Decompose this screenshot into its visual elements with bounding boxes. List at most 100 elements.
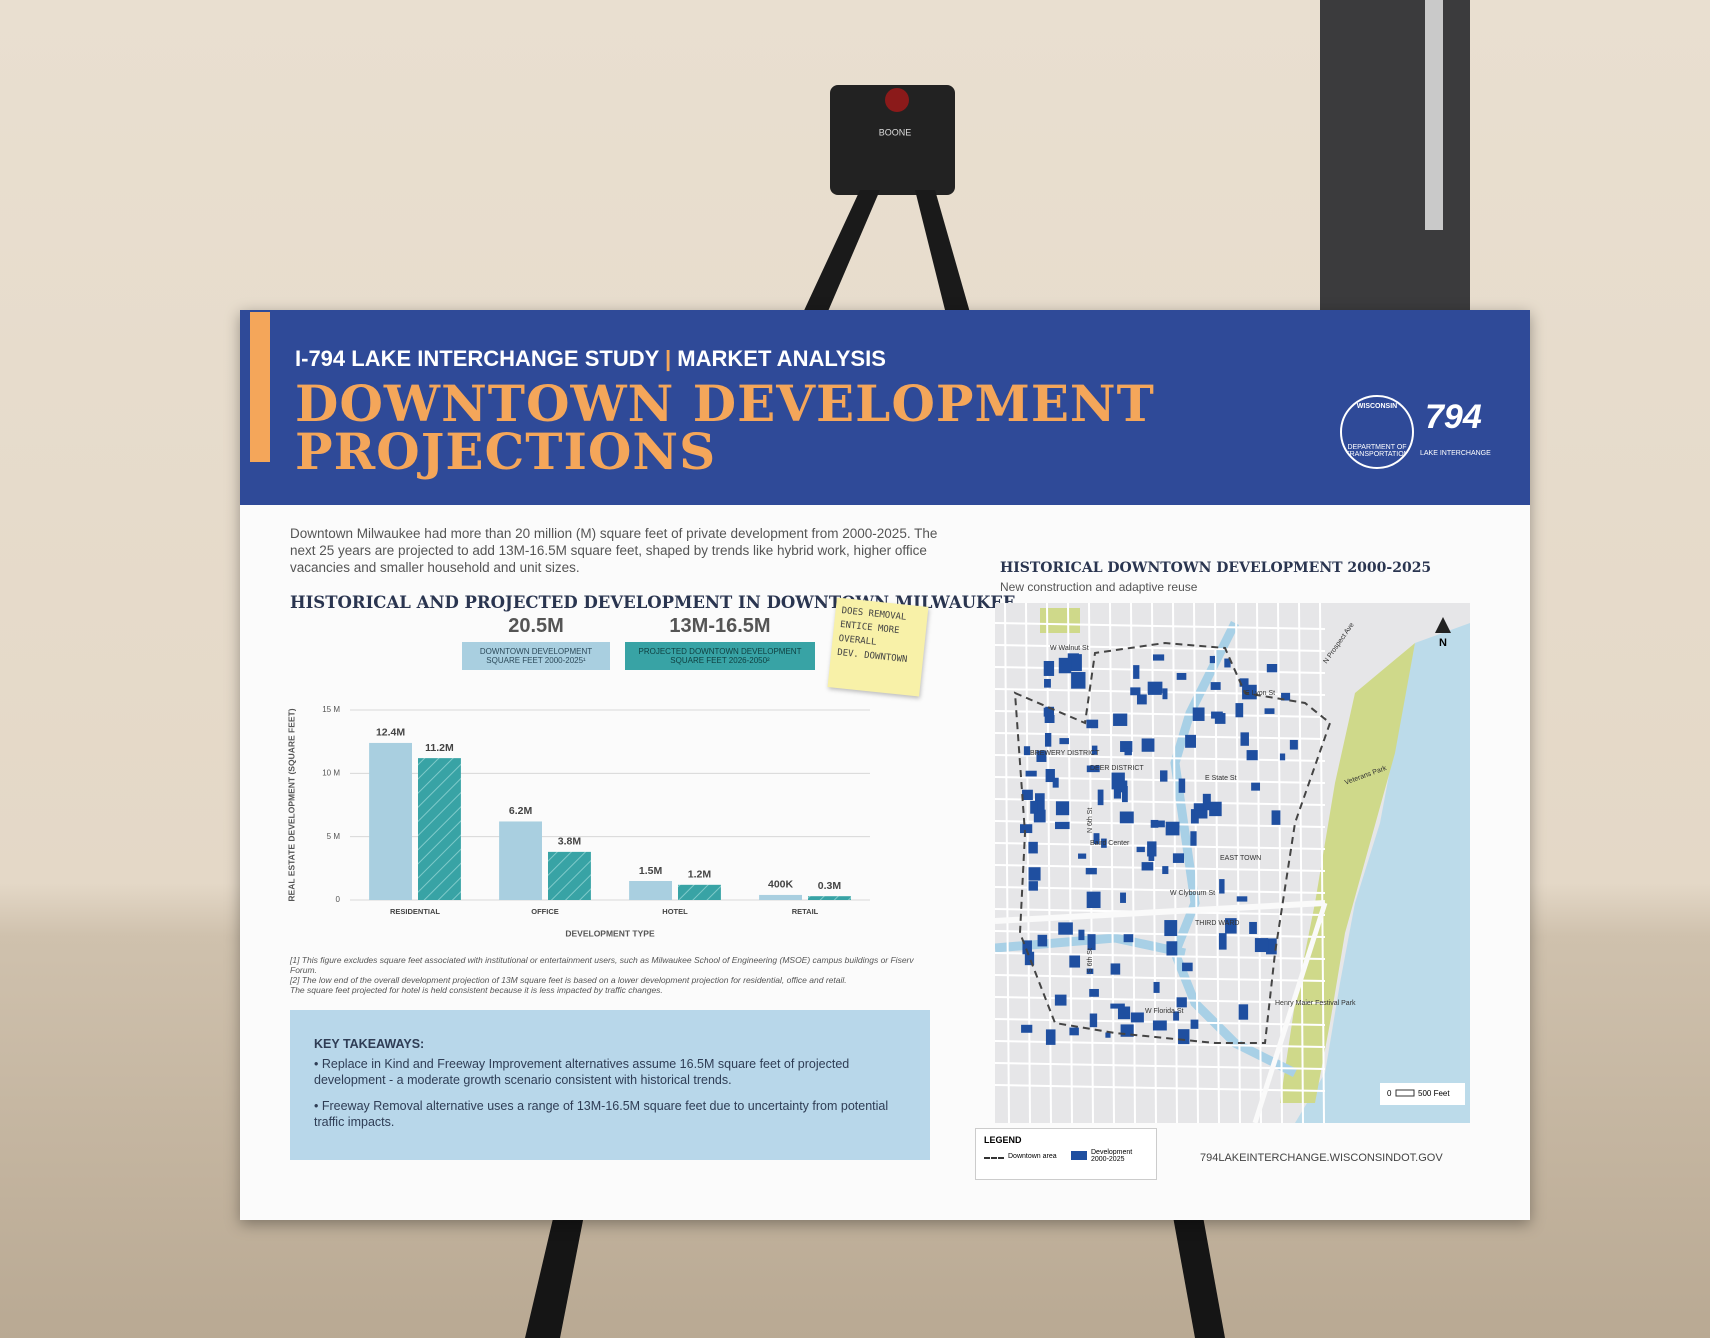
easel-leg (525, 1210, 585, 1338)
chart: 0 5 M 10 M 15 M REAL ESTATE DEVELOPMENT (SQU… (286, 705, 870, 938)
route-logo: 794 (1425, 398, 1482, 436)
development-block (1105, 1032, 1111, 1038)
y-tick-label: 10 M (322, 768, 340, 777)
development-block (1152, 1020, 1167, 1031)
poster: I-794 LAKE INTERCHANGE STUDY | MARKET AN… (240, 310, 1530, 1220)
development-block (1136, 846, 1145, 853)
development-block (1113, 713, 1128, 726)
legend-item: Downtown area (1008, 1153, 1057, 1160)
map-title: HISTORICAL DOWNTOWN DEVELOPMENT 2000-202… (1000, 560, 1432, 576)
development-block (1141, 738, 1155, 752)
door-handle (1425, 0, 1443, 230)
legend-item: Development 2000-2025 (1091, 1149, 1133, 1163)
title-line: PROJECTIONS (295, 422, 717, 481)
development-block (1045, 768, 1055, 783)
road (995, 622, 1326, 630)
development-block (1030, 800, 1038, 814)
development-block (1044, 678, 1051, 688)
logo-text: DEPARTMENT OF TRANSPORTATION (1345, 444, 1409, 458)
development-block (1093, 833, 1100, 845)
downtown-boundary (1013, 641, 1332, 1044)
door-handle-plate (1320, 0, 1470, 310)
development-block (1185, 734, 1196, 748)
freeway (995, 900, 1326, 924)
development-blocks (1020, 653, 1298, 1045)
development-block (1238, 1004, 1249, 1020)
development-block (1024, 951, 1035, 966)
summary: 13M-16.5M (669, 615, 771, 637)
road (1319, 603, 1325, 1123)
section: MARKET ANALYSIS (677, 346, 886, 371)
map-label: Henry Maier Festival Park (1275, 1000, 1356, 1007)
development-block (1141, 862, 1154, 871)
development-block (1210, 682, 1221, 690)
development-block (1279, 753, 1286, 761)
map-legend: LEGEND Downtown area Development 2000-20… (975, 1128, 1157, 1180)
development-block (1089, 1013, 1098, 1028)
bar (808, 896, 851, 900)
development-block (1152, 654, 1165, 661)
development-block (1111, 772, 1125, 790)
map-label: THIRD WARD (1195, 920, 1239, 927)
wisdot-logo: WISCONSIN DEPARTMENT OF TRANSPORTATION (1340, 395, 1414, 469)
development-block (1058, 657, 1072, 674)
development-block (1086, 891, 1101, 909)
development-block (1162, 866, 1169, 875)
development-block (1254, 938, 1269, 953)
bar (499, 821, 542, 900)
development-block (1124, 748, 1132, 756)
key-takeaways: KEY TAKEAWAYS: • Replace in Kind and Fre… (290, 1010, 930, 1160)
development-block (1281, 692, 1291, 701)
study-name: I-794 LAKE INTERCHANGE STUDY | MARKET AN… (295, 346, 886, 372)
map-label: BREWERY DISTRICT (1030, 750, 1100, 757)
development-block (1113, 788, 1122, 799)
development-block (1089, 988, 1099, 997)
road (1067, 603, 1073, 1123)
development-block (1110, 963, 1121, 975)
map-label: E Lyon St (1245, 690, 1275, 697)
map-label: W Clybourn St (1170, 890, 1215, 897)
chart-title: HISTORICAL AND PROJECTED DEVELOPMENT IN … (290, 593, 1016, 612)
development-block (1052, 777, 1059, 788)
road (1298, 603, 1304, 1123)
map-label: DEER DISTRICT (1090, 765, 1144, 772)
development-block (1055, 821, 1070, 830)
development-block (1147, 685, 1162, 695)
map-label: Baird Center (1090, 840, 1130, 847)
development-block (1202, 793, 1211, 811)
bar (759, 894, 802, 900)
development-block (1043, 660, 1055, 676)
development-block (1162, 688, 1168, 700)
map-subtitle: New construction and adaptive reuse (1000, 580, 1198, 594)
development-block (1055, 801, 1070, 816)
park (1040, 608, 1080, 633)
map-label: S 6th St (1087, 948, 1094, 973)
development-block (1028, 881, 1038, 891)
value-label: 3.8M (558, 836, 582, 848)
development-block (1120, 741, 1133, 752)
value-label: 0.3M (818, 880, 842, 892)
y-tick-label: 15 M (322, 705, 340, 714)
intro: Downtown Milwaukee had more than 20 mill… (290, 526, 938, 575)
development-block (1239, 678, 1249, 687)
easel-head (830, 85, 955, 195)
takeaway: • Freeway Removal alternative uses a ran… (314, 1099, 889, 1129)
development-block (1086, 765, 1100, 773)
development-block (1203, 803, 1218, 810)
value-label: 11.2M (425, 742, 454, 754)
map-label: EAST TOWN (1220, 855, 1261, 862)
easel-label: BOONE (879, 127, 912, 137)
lakefront-park (1280, 643, 1415, 1103)
lake (1295, 623, 1470, 1123)
development-block (1028, 867, 1041, 881)
road (1004, 603, 1010, 1123)
development-block (1069, 1027, 1079, 1036)
development-block (1164, 920, 1178, 937)
road (1193, 603, 1199, 1123)
map-label: W Walnut St (1050, 645, 1089, 652)
route-caption: LAKE INTERCHANGE (1420, 450, 1491, 457)
development-block (1025, 770, 1037, 777)
development-block (1130, 1012, 1144, 1023)
scale-zero: 0 (1387, 1089, 1392, 1098)
